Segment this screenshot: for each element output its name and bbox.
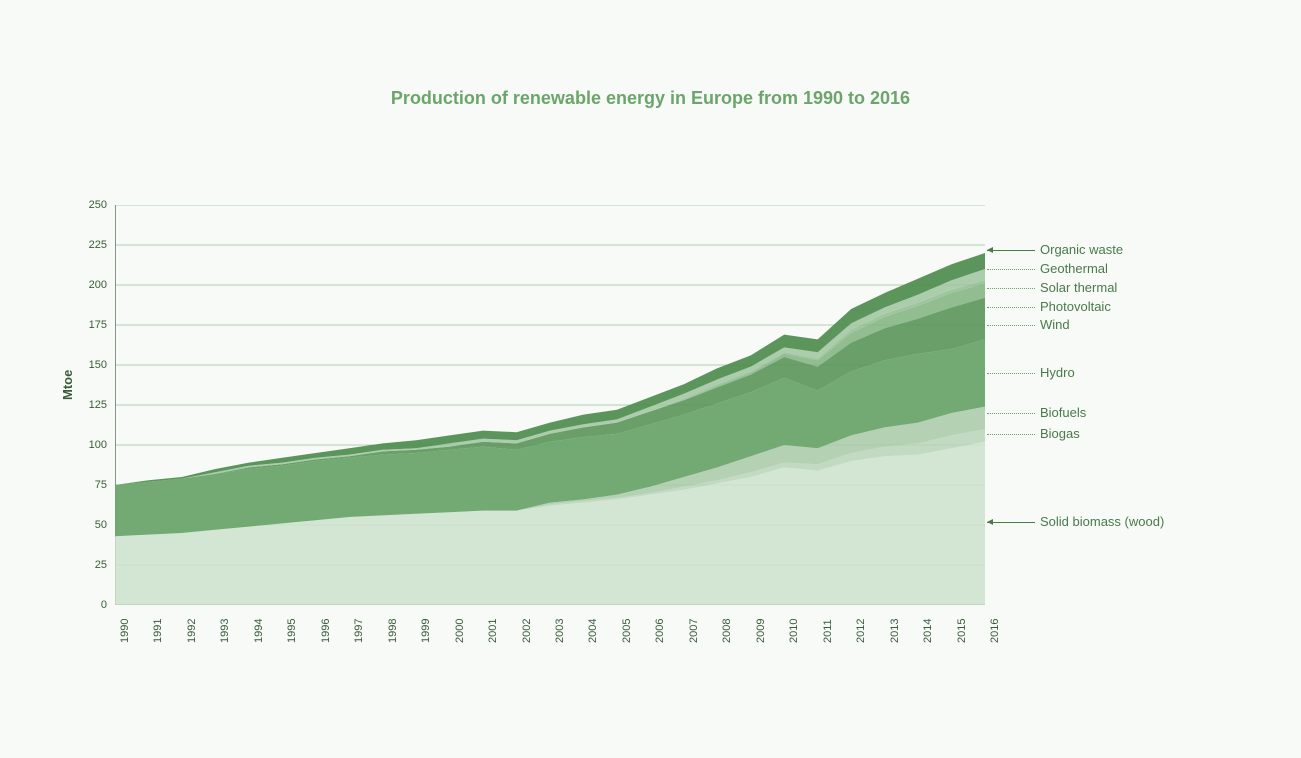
series-label: Organic waste — [1040, 242, 1123, 257]
x-tick-label: 2008 — [721, 619, 733, 643]
x-tick-label: 1994 — [253, 619, 265, 643]
label-connector — [987, 373, 1035, 374]
series-label: Geothermal — [1040, 261, 1108, 276]
y-tick-label: 50 — [77, 519, 107, 531]
label-connector — [987, 269, 1035, 270]
y-tick-label: 175 — [77, 319, 107, 331]
x-tick-label: 2007 — [688, 619, 700, 643]
x-tick-label: 2002 — [521, 619, 533, 643]
y-tick-label: 75 — [77, 479, 107, 491]
y-tick-label: 100 — [77, 439, 107, 451]
y-tick-label: 0 — [77, 599, 107, 611]
x-tick-label: 2005 — [621, 619, 633, 643]
x-tick-label: 1992 — [186, 619, 198, 643]
x-tick-label: 2004 — [587, 619, 599, 643]
x-tick-label: 2003 — [554, 619, 566, 643]
x-tick-label: 2015 — [956, 619, 968, 643]
x-tick-label: 2009 — [755, 619, 767, 643]
arrowhead-icon — [987, 247, 993, 253]
y-tick-label: 225 — [77, 239, 107, 251]
y-tick-label: 200 — [77, 279, 107, 291]
arrowhead-icon — [987, 519, 993, 525]
chart-title: Production of renewable energy in Europe… — [391, 88, 910, 109]
x-tick-label: 2012 — [855, 619, 867, 643]
y-tick-label: 25 — [77, 559, 107, 571]
x-tick-label: 1999 — [420, 619, 432, 643]
series-label: Photovoltaic — [1040, 299, 1111, 314]
x-tick-label: 1996 — [320, 619, 332, 643]
series-label: Biofuels — [1040, 405, 1086, 420]
x-tick-label: 1995 — [286, 619, 298, 643]
x-tick-label: 1993 — [219, 619, 231, 643]
label-connector — [987, 434, 1035, 435]
chart-area — [115, 205, 985, 605]
y-tick-label: 150 — [77, 359, 107, 371]
x-tick-label: 2006 — [654, 619, 666, 643]
series-label: Wind — [1040, 317, 1070, 332]
label-connector — [987, 288, 1035, 289]
x-tick-label: 2014 — [922, 619, 934, 643]
label-arrow — [987, 522, 1035, 523]
label-connector — [987, 413, 1035, 414]
label-arrow — [987, 250, 1035, 251]
x-tick-label: 2010 — [788, 619, 800, 643]
label-connector — [987, 307, 1035, 308]
series-label: Solid biomass (wood) — [1040, 514, 1164, 529]
x-tick-label: 1991 — [152, 619, 164, 643]
x-tick-label: 2013 — [889, 619, 901, 643]
x-tick-label: 2011 — [822, 619, 834, 643]
x-tick-label: 2001 — [487, 619, 499, 643]
x-tick-label: 1998 — [387, 619, 399, 643]
x-tick-label: 1990 — [119, 619, 131, 643]
x-tick-label: 2016 — [989, 619, 1001, 643]
chart-svg — [115, 205, 985, 605]
series-label: Biogas — [1040, 426, 1080, 441]
label-connector — [987, 325, 1035, 326]
x-tick-label: 2000 — [454, 619, 466, 643]
y-tick-label: 250 — [77, 199, 107, 211]
series-label: Solar thermal — [1040, 280, 1117, 295]
y-axis-label: Mtoe — [60, 370, 75, 400]
x-tick-label: 1997 — [353, 619, 365, 643]
series-label: Hydro — [1040, 365, 1075, 380]
y-tick-label: 125 — [77, 399, 107, 411]
